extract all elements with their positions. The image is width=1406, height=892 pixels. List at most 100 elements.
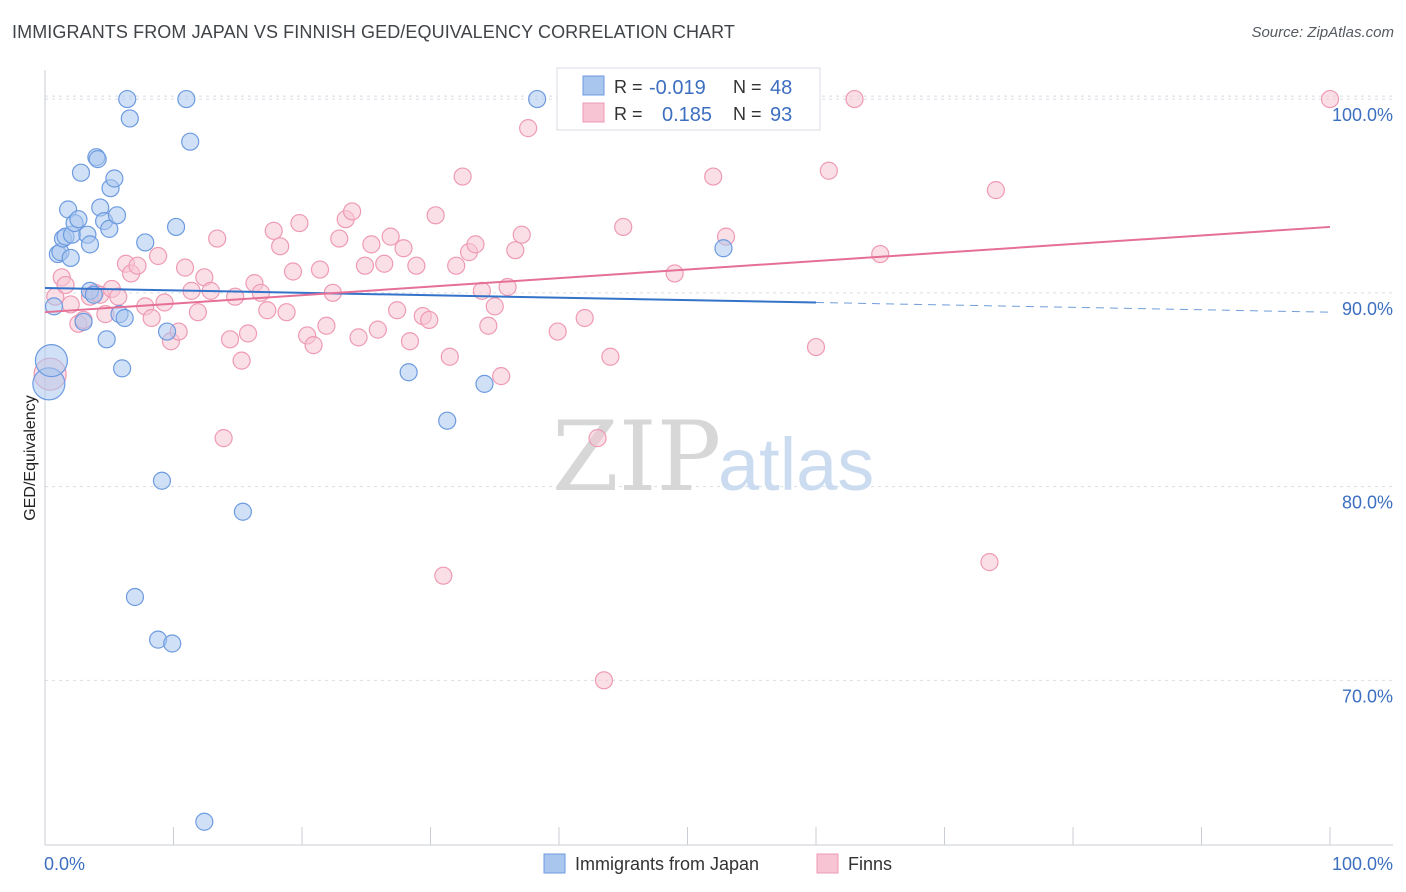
point-japan-44 — [438, 411, 457, 430]
legend-bottom: Immigrants from Japan Finns — [543, 853, 892, 874]
point-finns-69 — [479, 316, 498, 335]
point-finns-67 — [466, 235, 485, 254]
point-finns-86 — [819, 161, 838, 180]
point-finns-40 — [290, 213, 309, 233]
point-finns-90 — [986, 181, 1006, 200]
point-finns-38 — [277, 303, 296, 322]
point-japan-13 — [74, 312, 93, 331]
y-tick-label-80: 80.0% — [1342, 493, 1393, 513]
point-finns-31 — [232, 351, 251, 370]
legend-top: R = -0.019 N = 48 R = 0.185 N = 93 — [556, 67, 821, 131]
legend-swatch-finns — [582, 102, 605, 123]
point-finns-48 — [343, 202, 362, 221]
point-finns-63 — [440, 347, 459, 366]
legend-n-label-finns: N = — [733, 104, 762, 124]
point-japan-8 — [61, 248, 80, 268]
point-finns-19 — [155, 293, 174, 312]
point-finns-56 — [394, 239, 413, 258]
point-japan-25 — [105, 169, 124, 188]
point-japan-35 — [152, 471, 172, 490]
point-finns-52 — [368, 320, 387, 339]
point-finns-18 — [148, 246, 168, 266]
point-finns-17 — [142, 308, 161, 328]
point-finns-85 — [806, 337, 826, 357]
watermark-zip: ZIP — [552, 401, 721, 513]
point-finns-49 — [349, 328, 368, 347]
point-japan-29 — [115, 308, 134, 328]
point-finns-35 — [258, 301, 277, 320]
legend-swatch-japan — [582, 75, 605, 96]
point-finns-73 — [506, 241, 525, 260]
point-finns-89 — [980, 553, 999, 572]
legend-r-value-japan: -0.019 — [649, 77, 706, 99]
point-finns-15 — [128, 256, 147, 275]
point-japan-19 — [88, 150, 107, 169]
point-japan-31 — [120, 109, 139, 128]
x-tick-label-0: 0.0% — [44, 854, 85, 874]
x-tick-label-100: 100.0% — [1332, 854, 1393, 874]
point-finns-32 — [238, 324, 258, 343]
point-finns-37 — [271, 237, 290, 256]
y-tick-label-70: 70.0% — [1342, 686, 1393, 706]
legend-bottom-swatch-finns — [816, 853, 839, 874]
point-japan-41 — [195, 812, 214, 831]
point-finns-77 — [575, 308, 594, 328]
point-japan-37 — [163, 634, 182, 653]
y-axis-label: GED/Equivalency — [22, 395, 39, 520]
point-finns-62 — [434, 566, 453, 585]
point-finns-57 — [400, 332, 420, 351]
point-finns-46 — [330, 229, 349, 248]
trend-lines — [44, 225, 1331, 314]
legend-bottom-label-finns: Finns — [848, 854, 892, 874]
point-japan-45 — [475, 374, 494, 393]
legend-n-value-japan: 48 — [770, 77, 792, 99]
legend-n-label-japan: N = — [733, 77, 762, 97]
point-japan-32 — [125, 587, 145, 607]
point-finns-51 — [362, 235, 381, 254]
point-japan-30 — [118, 89, 137, 109]
point-finns-79 — [594, 671, 614, 690]
gridlines — [45, 95, 1393, 681]
point-japan-38 — [166, 217, 186, 237]
point-japan-39 — [177, 89, 196, 109]
point-finns-81 — [614, 217, 633, 237]
point-japan-12 — [71, 163, 91, 182]
point-finns-28 — [214, 429, 233, 448]
trend-line-japan-extrapolated — [815, 302, 1331, 313]
point-finns-64 — [447, 256, 466, 275]
point-japan-1 — [34, 344, 69, 378]
point-finns-60 — [420, 310, 439, 330]
axes — [44, 70, 1393, 846]
point-finns-83 — [704, 167, 723, 186]
point-finns-71 — [492, 367, 511, 386]
point-finns-88 — [871, 244, 890, 264]
point-finns-82 — [665, 264, 684, 283]
legend-r-label-japan: R = — [614, 77, 643, 97]
point-japan-26 — [107, 206, 127, 225]
y-tick-labels: 70.0% 80.0% 90.0% 100.0% — [1332, 105, 1393, 706]
point-japan-23 — [100, 219, 119, 238]
point-finns-80 — [601, 347, 620, 366]
point-japan-46 — [528, 89, 547, 109]
trend-line-japan — [44, 286, 817, 304]
point-finns-39 — [283, 262, 303, 281]
point-japan-43 — [399, 363, 418, 382]
point-japan-40 — [181, 132, 200, 151]
y-tick-label-90: 90.0% — [1342, 299, 1393, 319]
legend-bottom-swatch-japan — [543, 853, 566, 874]
point-finns-24 — [188, 303, 208, 322]
point-finns-36 — [264, 221, 283, 240]
point-japan-36 — [157, 322, 177, 341]
point-finns-58 — [407, 256, 426, 275]
watermark-atlas: atlas — [718, 423, 874, 506]
trend-line-finns — [44, 225, 1331, 314]
legend-r-value-finns: 0.185 — [662, 104, 712, 126]
point-finns-91 — [1320, 89, 1340, 109]
point-finns-61 — [426, 206, 445, 225]
point-finns-75 — [519, 119, 538, 138]
x-tick-labels: 0.0% 100.0% — [44, 854, 1393, 874]
legend-n-value-finns: 93 — [770, 104, 792, 126]
point-finns-29 — [220, 330, 240, 349]
point-finns-43 — [310, 260, 330, 279]
